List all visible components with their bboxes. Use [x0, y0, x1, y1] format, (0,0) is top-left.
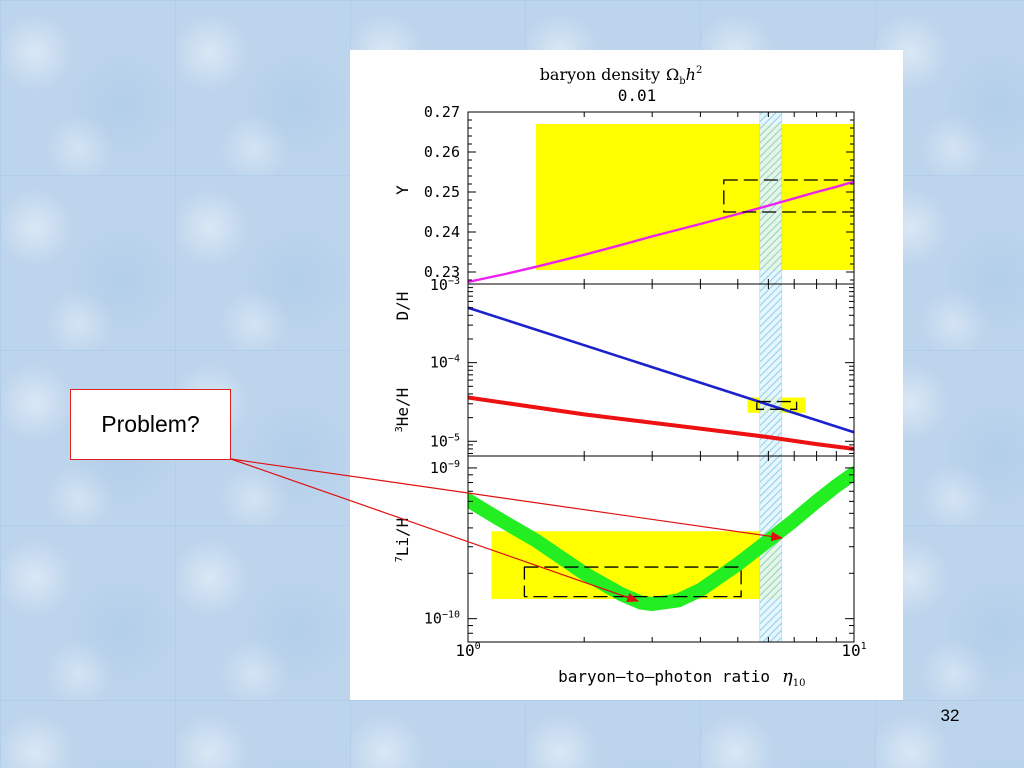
panel-frame-LiH [467, 455, 855, 643]
callout-text: Problem? [101, 411, 200, 437]
xlabel-symbol: η10 [782, 666, 806, 689]
dashed-box-LiH [523, 566, 742, 598]
top-axis-title: baryon density [540, 65, 660, 84]
panel-marks-Y [468, 112, 854, 284]
problem-callout: Problem? [70, 389, 231, 460]
y-tick-label-Y: 0.26 [424, 143, 460, 161]
slide-number: 32 [940, 706, 960, 725]
x-tick-label: 101 [841, 641, 866, 660]
y-tick-label-bottom-Y: 10−3 [430, 276, 460, 294]
panel-marks-DH_HeH [468, 284, 854, 456]
top-axis-title-symbol: Ωbh2 [666, 65, 702, 87]
bbn-figure: baryon density Ωbh2 0.01 0.27 0.26 0.25 0.2… [350, 50, 903, 700]
ylabel-HeH: 3He/H [393, 388, 412, 433]
arrow-to-li-intersection [230, 458, 784, 542]
y-tick-label-DH_HeH: 10−5 [430, 432, 460, 450]
y-tick-label-Y: 0.23 [424, 263, 460, 281]
y-tick-label-LiH: 10−9 [430, 459, 460, 477]
vertical-band-Y [759, 112, 783, 284]
series-line-LiH-0 [468, 466, 854, 611]
top-axis-tick-label: 0.01 [618, 86, 657, 105]
vertical-band-DH_HeH [759, 284, 783, 456]
abundance-chart: baryon density Ωbh2 0.01 0.27 0.26 0.25 0.2… [393, 65, 867, 689]
y-tick-label-Y: 0.27 [424, 103, 460, 121]
ylabel-Y: Y [393, 185, 412, 195]
x-tick-label: 100 [455, 641, 480, 660]
series-line-DH_HeH-0 [468, 306, 854, 434]
xlabel: baryon–to–photon ratio [558, 667, 770, 686]
ylabel-LiH: 7Li/H [393, 518, 412, 563]
series-line-Y-0 [468, 180, 854, 284]
dashed-box-Y [723, 179, 854, 213]
arrow-to-li-minimum [230, 458, 640, 602]
y-tick-label-Y: 0.24 [424, 223, 460, 241]
panel-marks-LiH [468, 456, 854, 642]
dashed-box-DH_HeH [756, 400, 798, 410]
y-tick-label-DH_HeH: 10−4 [430, 354, 460, 372]
series-line-DH_HeH-1 [468, 395, 854, 451]
y-tick-label-Y: 0.25 [424, 183, 460, 201]
y-tick-label-LiH: 10−10 [424, 610, 460, 628]
ylabel-DH: D/H [393, 292, 412, 321]
